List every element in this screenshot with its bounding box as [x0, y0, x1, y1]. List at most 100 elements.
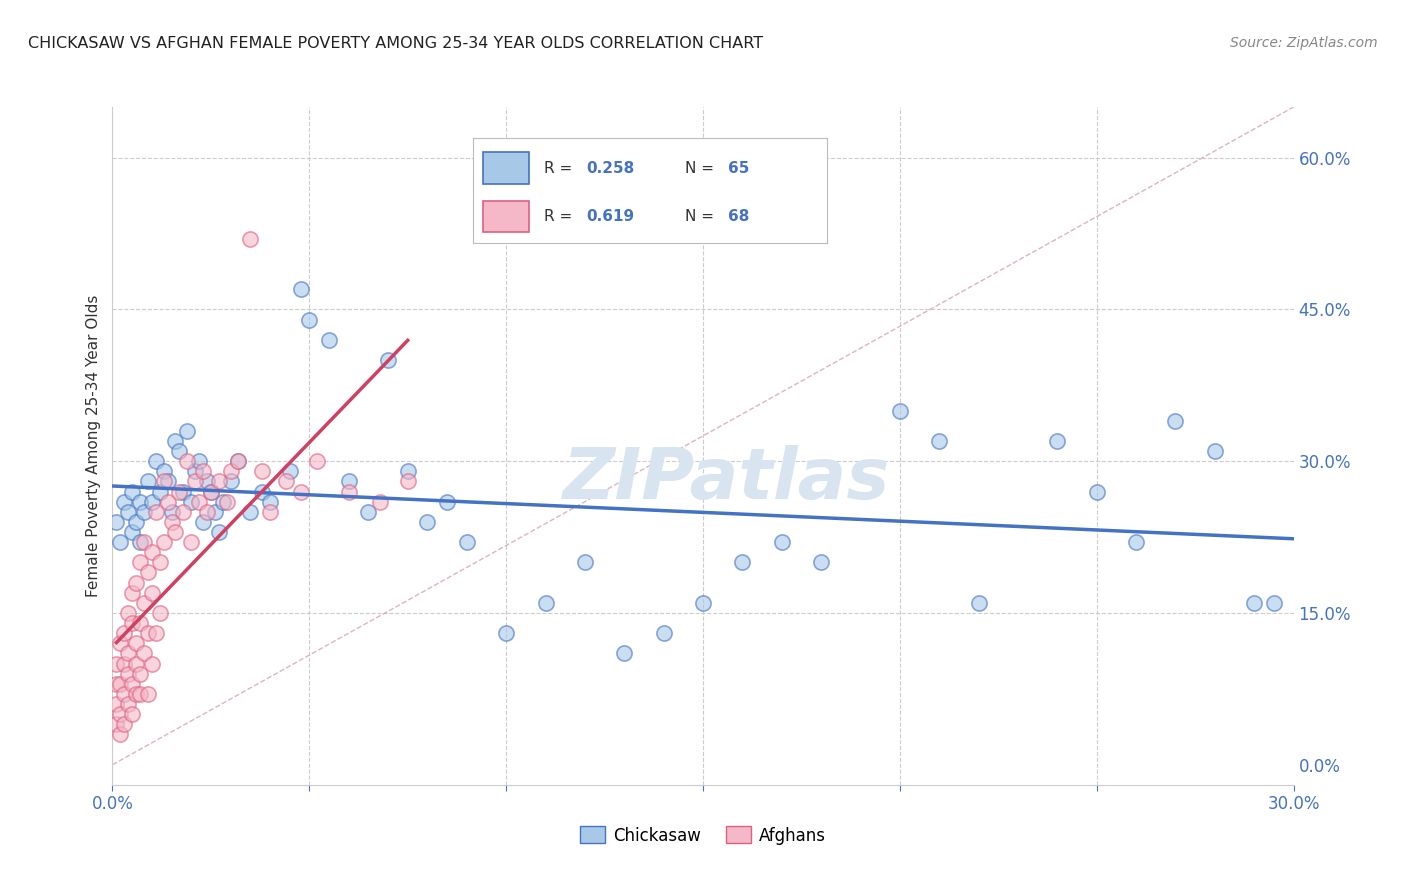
Point — [967, 596, 990, 610]
Point — [152, 475, 174, 489]
Point — [160, 505, 183, 519]
Point — [357, 505, 380, 519]
Point — [1204, 444, 1226, 458]
Point — [200, 484, 222, 499]
Point — [290, 282, 312, 296]
Point — [495, 626, 517, 640]
Point — [191, 464, 214, 478]
Point — [176, 454, 198, 468]
Point — [239, 231, 262, 245]
Point — [337, 475, 360, 489]
Point — [132, 647, 155, 661]
Point — [436, 494, 458, 508]
Point — [176, 424, 198, 438]
Point — [141, 657, 163, 671]
Point — [156, 475, 179, 489]
Point — [110, 535, 132, 549]
Point — [239, 505, 262, 519]
Point — [129, 535, 152, 549]
Point — [145, 454, 167, 468]
Point — [156, 494, 179, 508]
Point — [125, 515, 148, 529]
Point — [889, 403, 911, 417]
Point — [117, 697, 139, 711]
Point — [152, 535, 174, 549]
Point — [574, 555, 596, 569]
Point — [129, 494, 152, 508]
Point — [184, 464, 207, 478]
Point — [250, 464, 273, 478]
Point — [188, 454, 211, 468]
Point — [149, 555, 172, 569]
Point — [1046, 434, 1069, 448]
Point — [129, 616, 152, 631]
Point — [211, 494, 233, 508]
Text: Source: ZipAtlas.com: Source: ZipAtlas.com — [1230, 36, 1378, 50]
Text: CHICKASAW VS AFGHAN FEMALE POVERTY AMONG 25-34 YEAR OLDS CORRELATION CHART: CHICKASAW VS AFGHAN FEMALE POVERTY AMONG… — [28, 36, 763, 51]
Point — [121, 585, 143, 599]
Point — [396, 464, 419, 478]
Point — [110, 707, 132, 722]
Point — [141, 545, 163, 559]
Point — [121, 616, 143, 631]
Point — [165, 434, 187, 448]
Point — [149, 484, 172, 499]
Point — [337, 484, 360, 499]
Point — [770, 535, 793, 549]
Point — [110, 636, 132, 650]
Point — [117, 647, 139, 661]
Point — [613, 647, 636, 661]
Point — [112, 717, 135, 731]
Point — [188, 494, 211, 508]
Point — [195, 505, 218, 519]
Point — [200, 484, 222, 499]
Point — [1125, 535, 1147, 549]
Point — [396, 475, 419, 489]
Point — [204, 505, 226, 519]
Point — [228, 454, 250, 468]
Point — [228, 454, 250, 468]
Point — [121, 707, 143, 722]
Point — [215, 494, 238, 508]
Point — [105, 717, 128, 731]
Point — [117, 505, 139, 519]
Text: ZIPatlas: ZIPatlas — [562, 445, 890, 515]
Point — [1263, 596, 1285, 610]
Point — [136, 566, 159, 580]
Point — [112, 687, 135, 701]
Point — [169, 444, 191, 458]
Point — [692, 596, 714, 610]
Point — [928, 434, 950, 448]
Point — [132, 596, 155, 610]
Point — [307, 454, 329, 468]
Point — [121, 677, 143, 691]
Point — [172, 484, 194, 499]
Point — [377, 353, 399, 368]
Point — [1085, 484, 1108, 499]
Point — [110, 677, 132, 691]
Point — [149, 606, 172, 620]
Point — [145, 505, 167, 519]
Point — [129, 666, 152, 681]
Point — [259, 505, 281, 519]
Point — [125, 657, 148, 671]
Point — [165, 524, 187, 539]
Point — [125, 575, 148, 590]
Point — [191, 515, 214, 529]
Point — [259, 494, 281, 508]
Point — [274, 475, 297, 489]
Point — [117, 666, 139, 681]
Point — [112, 626, 135, 640]
Point — [652, 626, 675, 640]
Point — [180, 535, 202, 549]
Point — [136, 626, 159, 640]
Point — [105, 515, 128, 529]
Point — [110, 727, 132, 741]
Y-axis label: Female Poverty Among 25-34 Year Olds: Female Poverty Among 25-34 Year Olds — [86, 295, 101, 597]
Point — [112, 657, 135, 671]
Point — [132, 505, 155, 519]
Point — [125, 687, 148, 701]
Point — [172, 505, 194, 519]
Point — [1243, 596, 1265, 610]
Point — [219, 464, 242, 478]
